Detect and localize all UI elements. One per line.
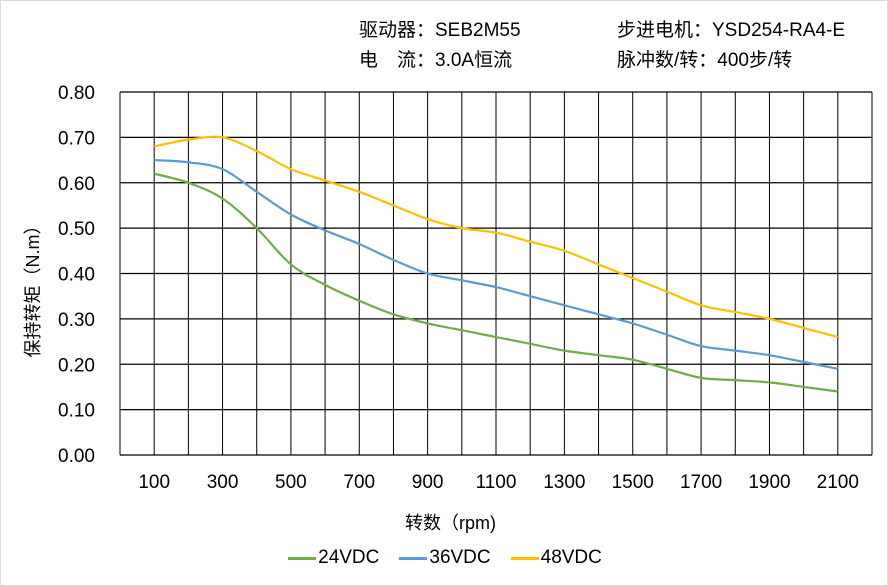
y-tick-label: 0.00 <box>58 446 95 467</box>
legend-label: 36VDC <box>429 547 491 568</box>
y-tick-label: 0.50 <box>58 219 95 240</box>
y-tick-label: 0.10 <box>58 401 95 422</box>
x-tick-label: 1500 <box>612 472 654 493</box>
current-info: 电 流：3.0A恒流 <box>359 50 513 71</box>
legend-label: 24VDC <box>318 547 380 568</box>
x-axis-label: 转数（rpm) <box>405 513 496 533</box>
x-tick-label: 1300 <box>543 472 585 493</box>
legend-label: 48VDC <box>540 547 602 568</box>
legend-item: 48VDC <box>510 547 602 569</box>
legend-swatch <box>399 556 428 560</box>
legend-item: 24VDC <box>288 547 379 569</box>
x-tick-label: 900 <box>412 472 444 493</box>
x-tick-label: 500 <box>275 472 307 493</box>
y-tick-label: 0.30 <box>58 310 95 331</box>
y-tick-label: 0.20 <box>58 355 95 376</box>
y-axis-label: 保持转矩（N.m） <box>23 216 43 358</box>
motor-info: 步进电机：YSD254-RA4-E <box>617 20 846 41</box>
x-tick-label: 1100 <box>476 472 517 493</box>
legend: 24VDC 36VDC 48VDC <box>1 547 887 569</box>
y-tick-label: 0.60 <box>58 174 95 195</box>
x-tick-label: 100 <box>138 472 170 493</box>
legend-item: 36VDC <box>399 547 491 569</box>
x-tick-label: 700 <box>343 472 375 493</box>
y-tick-label: 0.80 <box>58 83 95 104</box>
legend-swatch <box>510 556 539 560</box>
y-tick-label: 0.40 <box>58 265 95 286</box>
x-tick-label: 1700 <box>680 472 722 493</box>
x-tick-label: 2100 <box>817 472 859 493</box>
x-tick-label: 1900 <box>748 472 790 493</box>
driver-info: 驱动器：SEB2M55 <box>359 20 521 41</box>
pulses-info: 脉冲数/转：400步/转 <box>617 50 793 71</box>
x-tick-label: 300 <box>207 472 239 493</box>
legend-swatch <box>288 556 317 560</box>
y-tick-label: 0.70 <box>58 128 95 149</box>
